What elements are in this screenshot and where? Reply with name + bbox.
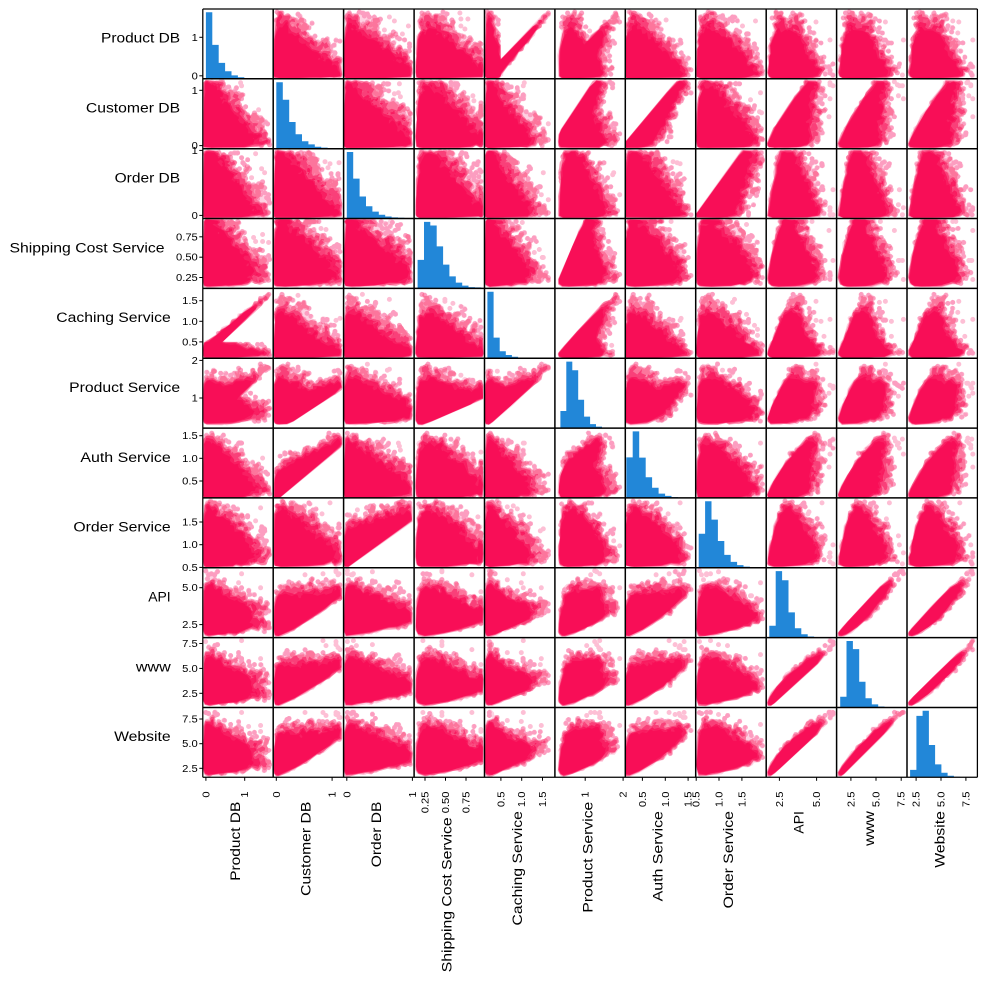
svg-text:Product DB: Product DB [228,802,244,881]
svg-text:0: 0 [272,791,283,798]
svg-text:1.5: 1.5 [684,791,695,807]
svg-text:Product Service: Product Service [580,802,596,913]
svg-text:5.0: 5.0 [182,583,198,594]
svg-text:1: 1 [581,792,592,798]
svg-text:7.5: 7.5 [961,791,972,807]
svg-text:Caching Service: Caching Service [510,811,526,926]
svg-text:0.25: 0.25 [421,791,432,813]
svg-text:1.0: 1.0 [517,791,528,807]
svg-text:Order Service: Order Service [721,811,737,908]
svg-text:1: 1 [408,792,419,798]
svg-text:0.5: 0.5 [182,337,198,348]
svg-text:1.0: 1.0 [182,454,198,465]
svg-text:1.5: 1.5 [182,518,198,529]
svg-text:1: 1 [192,146,198,157]
svg-text:2.5: 2.5 [912,791,923,807]
svg-text:Auth Service: Auth Service [651,811,667,901]
svg-text:2: 2 [619,792,630,798]
svg-text:1.0: 1.0 [182,540,198,551]
svg-text:Product DB: Product DB [101,31,180,47]
svg-text:0: 0 [192,211,199,222]
svg-text:Auth Service: Auth Service [80,450,170,466]
svg-text:1.0: 1.0 [182,317,198,328]
svg-text:2.5: 2.5 [775,791,786,807]
svg-text:2: 2 [192,356,198,367]
svg-text:0.5: 0.5 [182,563,198,574]
svg-text:Shipping Cost Service: Shipping Cost Service [440,817,456,972]
svg-text:Customer DB: Customer DB [299,802,315,896]
svg-text:0: 0 [201,791,212,798]
svg-text:5.0: 5.0 [812,791,823,807]
svg-text:API: API [792,811,808,834]
svg-text:1: 1 [192,394,198,405]
svg-text:7.5: 7.5 [182,715,198,726]
svg-text:www: www [135,659,172,675]
svg-text:7.5: 7.5 [182,639,198,650]
svg-text:0.5: 0.5 [496,791,507,807]
svg-text:1: 1 [328,792,339,798]
svg-text:0.50: 0.50 [176,253,198,264]
svg-text:2.5: 2.5 [182,689,198,700]
svg-text:0: 0 [192,71,199,82]
svg-text:5.0: 5.0 [182,664,198,675]
svg-text:1.5: 1.5 [538,791,549,807]
svg-text:0: 0 [342,791,353,798]
svg-text:Order DB: Order DB [369,802,385,868]
svg-text:2.5: 2.5 [182,764,198,775]
svg-text:0.75: 0.75 [176,232,198,243]
svg-text:7.5: 7.5 [897,791,908,807]
svg-text:0.5: 0.5 [182,477,198,488]
svg-text:1: 1 [240,792,251,798]
svg-text:Product Service: Product Service [69,380,180,396]
svg-text:Caching Service: Caching Service [56,310,171,326]
svg-text:0.25: 0.25 [176,273,198,284]
svg-text:0.75: 0.75 [462,791,473,813]
svg-text:1.0: 1.0 [715,791,726,807]
svg-text:1: 1 [192,33,198,44]
svg-text:0.5: 0.5 [692,791,703,807]
svg-text:2.5: 2.5 [846,791,857,807]
svg-text:5.0: 5.0 [872,791,883,807]
svg-text:Order DB: Order DB [115,170,181,186]
svg-text:1.5: 1.5 [737,791,748,807]
svg-text:Customer DB: Customer DB [86,101,180,117]
svg-text:1: 1 [192,86,198,97]
svg-text:0.50: 0.50 [441,791,452,813]
svg-text:1.5: 1.5 [182,431,198,442]
svg-text:Order Service: Order Service [73,520,170,536]
svg-text:API: API [148,590,171,606]
svg-text:0: 0 [192,141,199,152]
svg-text:5.0: 5.0 [182,739,198,750]
svg-text:5.0: 5.0 [937,791,948,807]
svg-text:Website: Website [114,729,171,745]
svg-text:0.5: 0.5 [638,791,649,807]
svg-text:1.0: 1.0 [661,791,672,807]
svg-text:2.5: 2.5 [182,620,198,631]
svg-text:Shipping Cost Service: Shipping Cost Service [10,240,165,256]
svg-text:Website: Website [932,811,948,868]
svg-text:1.5: 1.5 [182,296,198,307]
svg-text:www: www [862,810,878,847]
